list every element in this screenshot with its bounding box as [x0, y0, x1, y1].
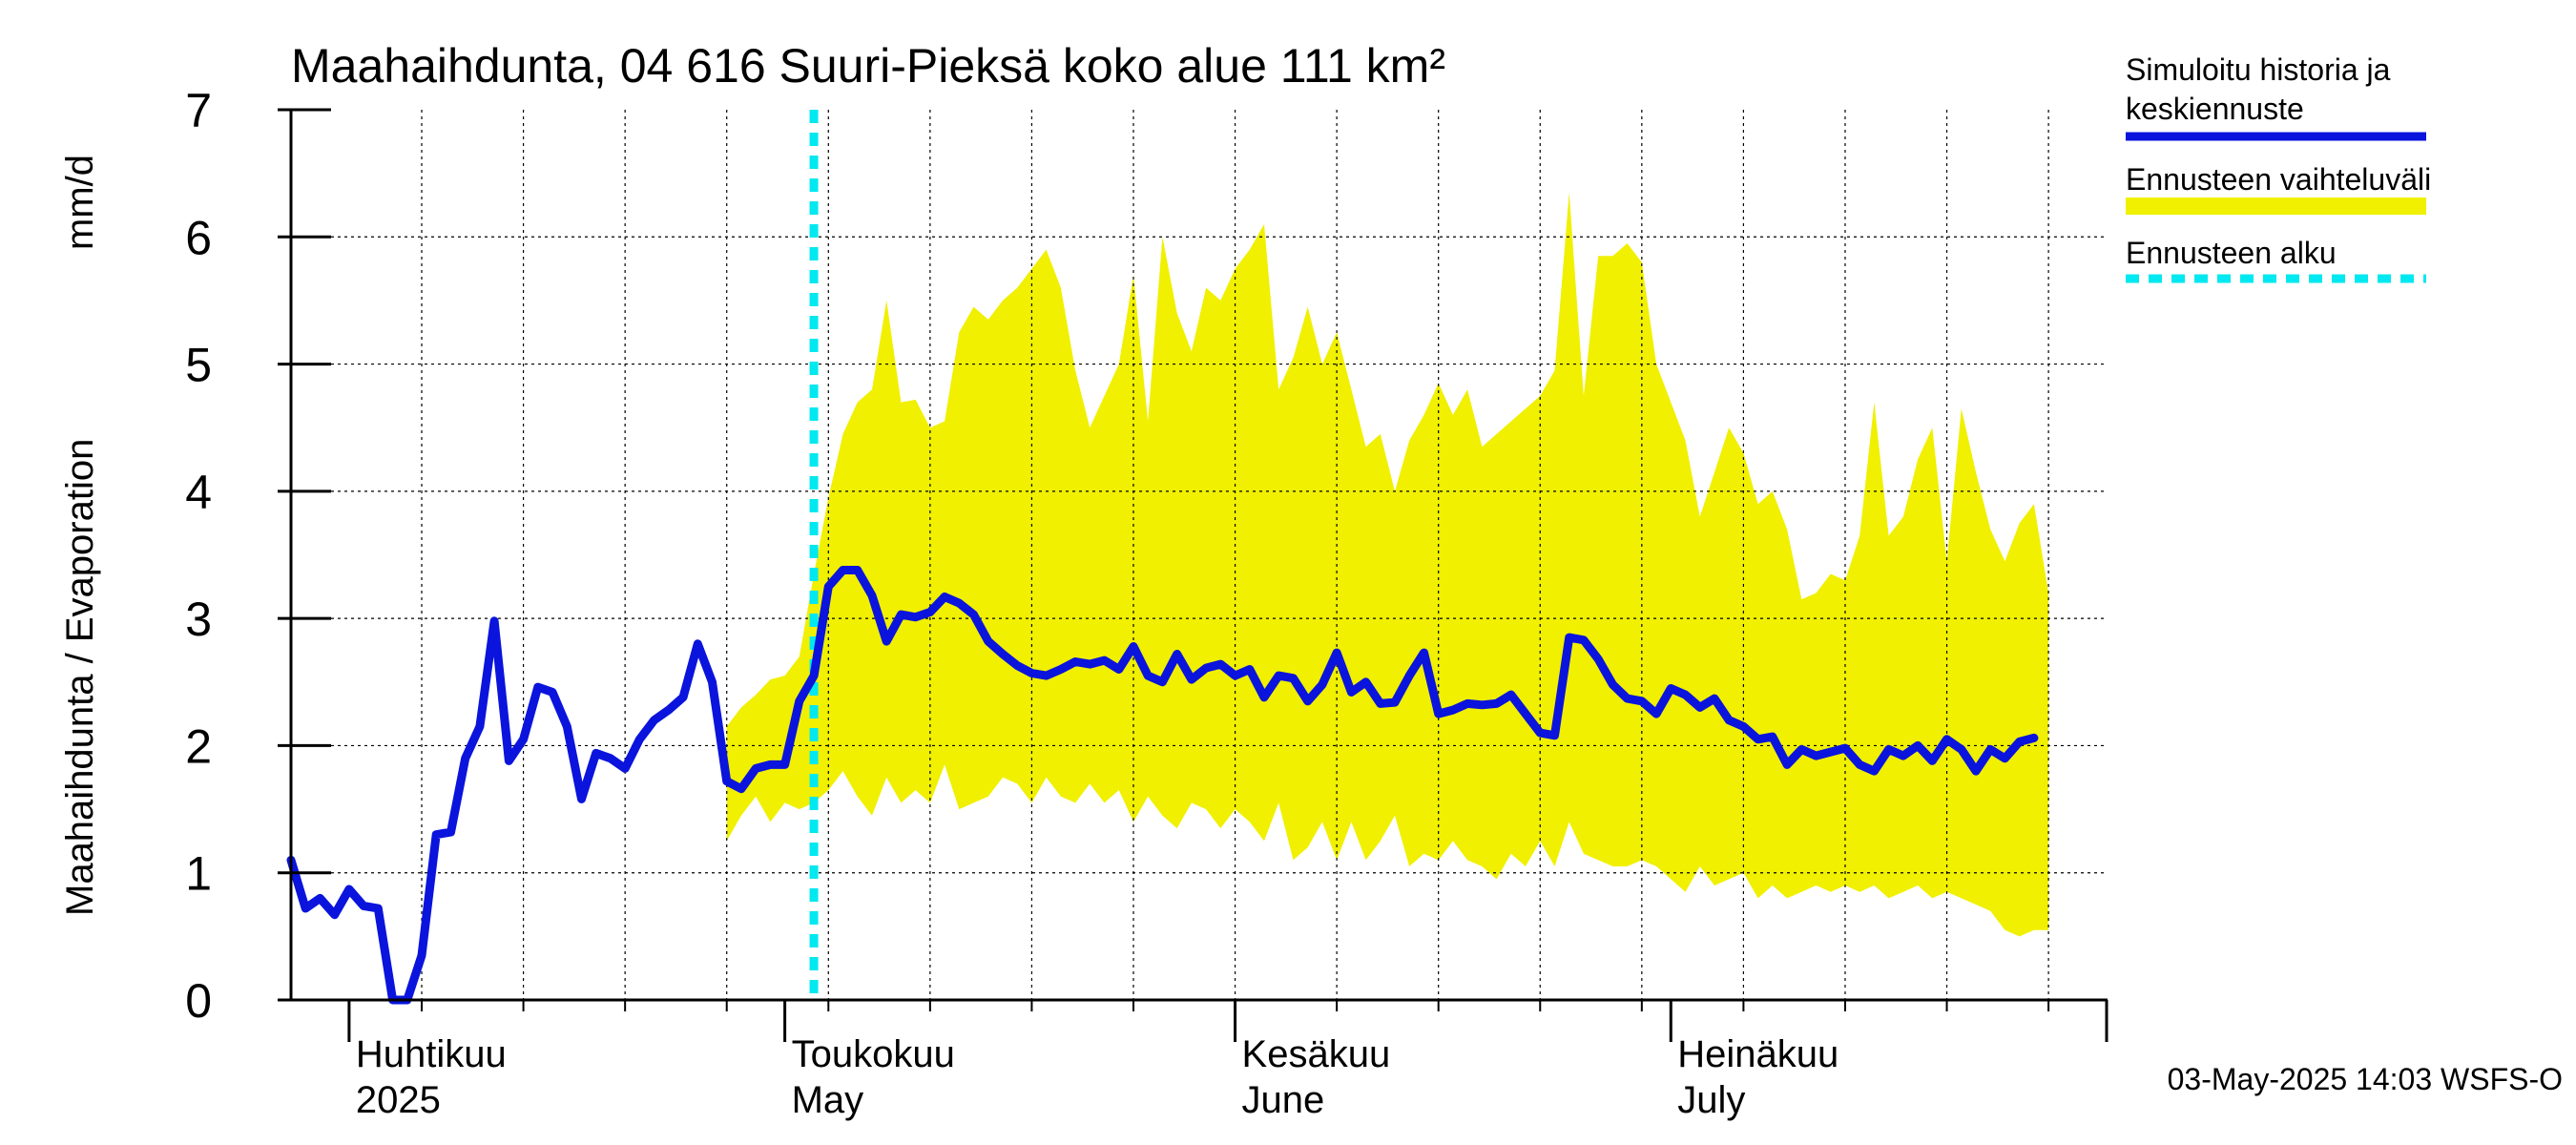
- x-month-label: Heinäkuu: [1677, 1033, 1839, 1075]
- plot-area: 01234567Huhtikuu2025ToukokuuMayKesäkuuJu…: [185, 84, 2109, 1121]
- history-series-line: [286, 566, 2039, 1005]
- chart-title: Maahaihdunta, 04 616 Suuri-Pieksä koko a…: [291, 39, 1445, 93]
- legend-start-label: Ennusteen alku: [2126, 236, 2337, 270]
- y-tick-label: 7: [185, 84, 212, 137]
- legend-band-label: Ennusteen vaihteluväli: [2126, 162, 2431, 197]
- forecast-range-band: [726, 192, 2049, 937]
- y-tick-label: 3: [185, 593, 212, 646]
- y-tick-label: 4: [185, 466, 212, 519]
- y-tick-label: 2: [185, 719, 212, 773]
- y-axis-title: Maahaihdunta / Evaporation: [59, 439, 101, 916]
- timestamp: 03-May-2025 14:03 WSFS-O: [2168, 1062, 2563, 1096]
- legend: Simuloitu historia ja keskiennuste Ennus…: [2126, 52, 2431, 283]
- y-tick-label: 5: [185, 339, 212, 392]
- x-month-sublabel: June: [1242, 1079, 1325, 1121]
- legend-history-label-2: keskiennuste: [2126, 92, 2304, 126]
- x-month-sublabel: 2025: [356, 1079, 441, 1121]
- y-tick-label: 0: [185, 974, 212, 1028]
- legend-history-label-1: Simuloitu historia ja: [2126, 52, 2391, 87]
- y-axis-unit: mm/d: [59, 155, 101, 250]
- y-tick-label: 1: [185, 847, 212, 901]
- y-axis-label: Maahaihdunta / Evaporation mm/d: [59, 155, 101, 916]
- x-month-label: Toukokuu: [792, 1033, 955, 1075]
- x-month-sublabel: May: [792, 1079, 864, 1121]
- x-month-sublabel: July: [1677, 1079, 1745, 1121]
- x-month-label: Kesäkuu: [1242, 1033, 1391, 1075]
- x-month-label: Huhtikuu: [356, 1033, 507, 1075]
- y-tick-label: 6: [185, 211, 212, 264]
